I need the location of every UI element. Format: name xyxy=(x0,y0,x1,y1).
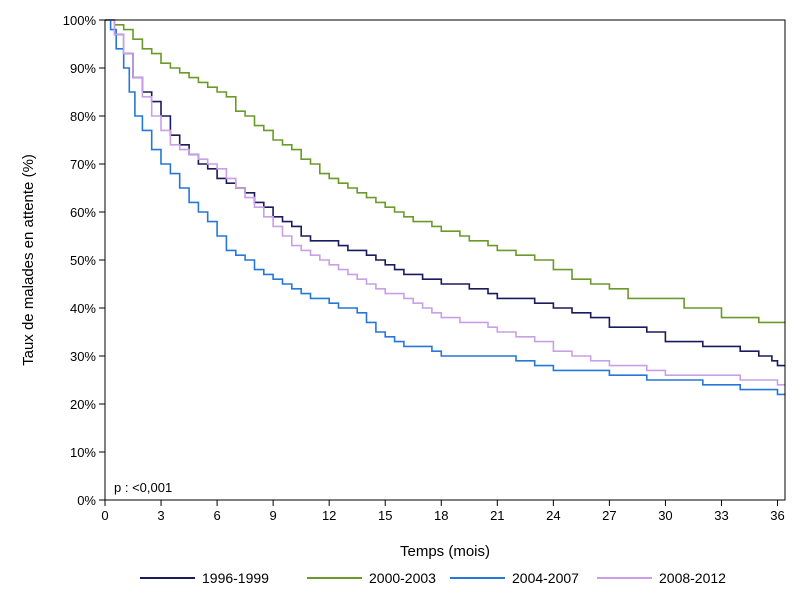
y-tick-label: 10% xyxy=(70,445,96,460)
x-tick-label: 9 xyxy=(270,508,277,523)
x-tick-label: 27 xyxy=(602,508,616,523)
series-line-2000-2003 xyxy=(105,19,785,324)
legend-label: 2008-2012 xyxy=(659,570,726,586)
legend: 1996-1999 2000-2003 2004-2007 2008-2012 xyxy=(140,570,726,586)
x-tick-label: 12 xyxy=(322,508,336,523)
plot-frame xyxy=(104,19,786,501)
series-line-1996-1999 xyxy=(105,19,785,367)
series-line-2008-2012 xyxy=(105,19,785,386)
p-value-annotation: p : <0,001 xyxy=(114,480,172,495)
y-tick-label: 100% xyxy=(63,13,97,28)
x-axis: 0 3 6 9 12 15 18 21 24 27 30 33 36 xyxy=(101,500,785,523)
x-tick-label: 18 xyxy=(434,508,448,523)
series-line-2004-2007 xyxy=(105,19,785,396)
y-axis: 0% 10% 20% 30% 40% 50% 60% 70% 80% 90% 100% xyxy=(63,13,105,508)
y-tick-label: 20% xyxy=(70,397,96,412)
legend-label: 2004-2007 xyxy=(512,570,579,586)
x-tick-label: 21 xyxy=(490,508,504,523)
x-axis-title: Temps (mois) xyxy=(400,543,490,560)
x-tick-label: 3 xyxy=(157,508,164,523)
x-tick-label: 36 xyxy=(770,508,784,523)
y-tick-label: 80% xyxy=(70,109,96,124)
series-layer xyxy=(105,19,785,396)
x-tick-label: 6 xyxy=(213,508,220,523)
x-tick-label: 30 xyxy=(658,508,672,523)
x-tick-label: 24 xyxy=(546,508,560,523)
y-tick-label: 70% xyxy=(70,157,96,172)
y-tick-label: 0% xyxy=(77,493,96,508)
legend-label: 2000-2003 xyxy=(369,570,436,586)
x-tick-label: 15 xyxy=(378,508,392,523)
y-tick-label: 40% xyxy=(70,301,96,316)
y-tick-label: 90% xyxy=(70,61,96,76)
y-tick-label: 30% xyxy=(70,349,96,364)
y-axis-title: Taux de malades en attente (%) xyxy=(20,154,37,366)
x-tick-label: 0 xyxy=(101,508,108,523)
y-tick-label: 60% xyxy=(70,205,96,220)
legend-label: 1996-1999 xyxy=(202,570,269,586)
x-tick-label: 33 xyxy=(714,508,728,523)
y-tick-label: 50% xyxy=(70,253,96,268)
